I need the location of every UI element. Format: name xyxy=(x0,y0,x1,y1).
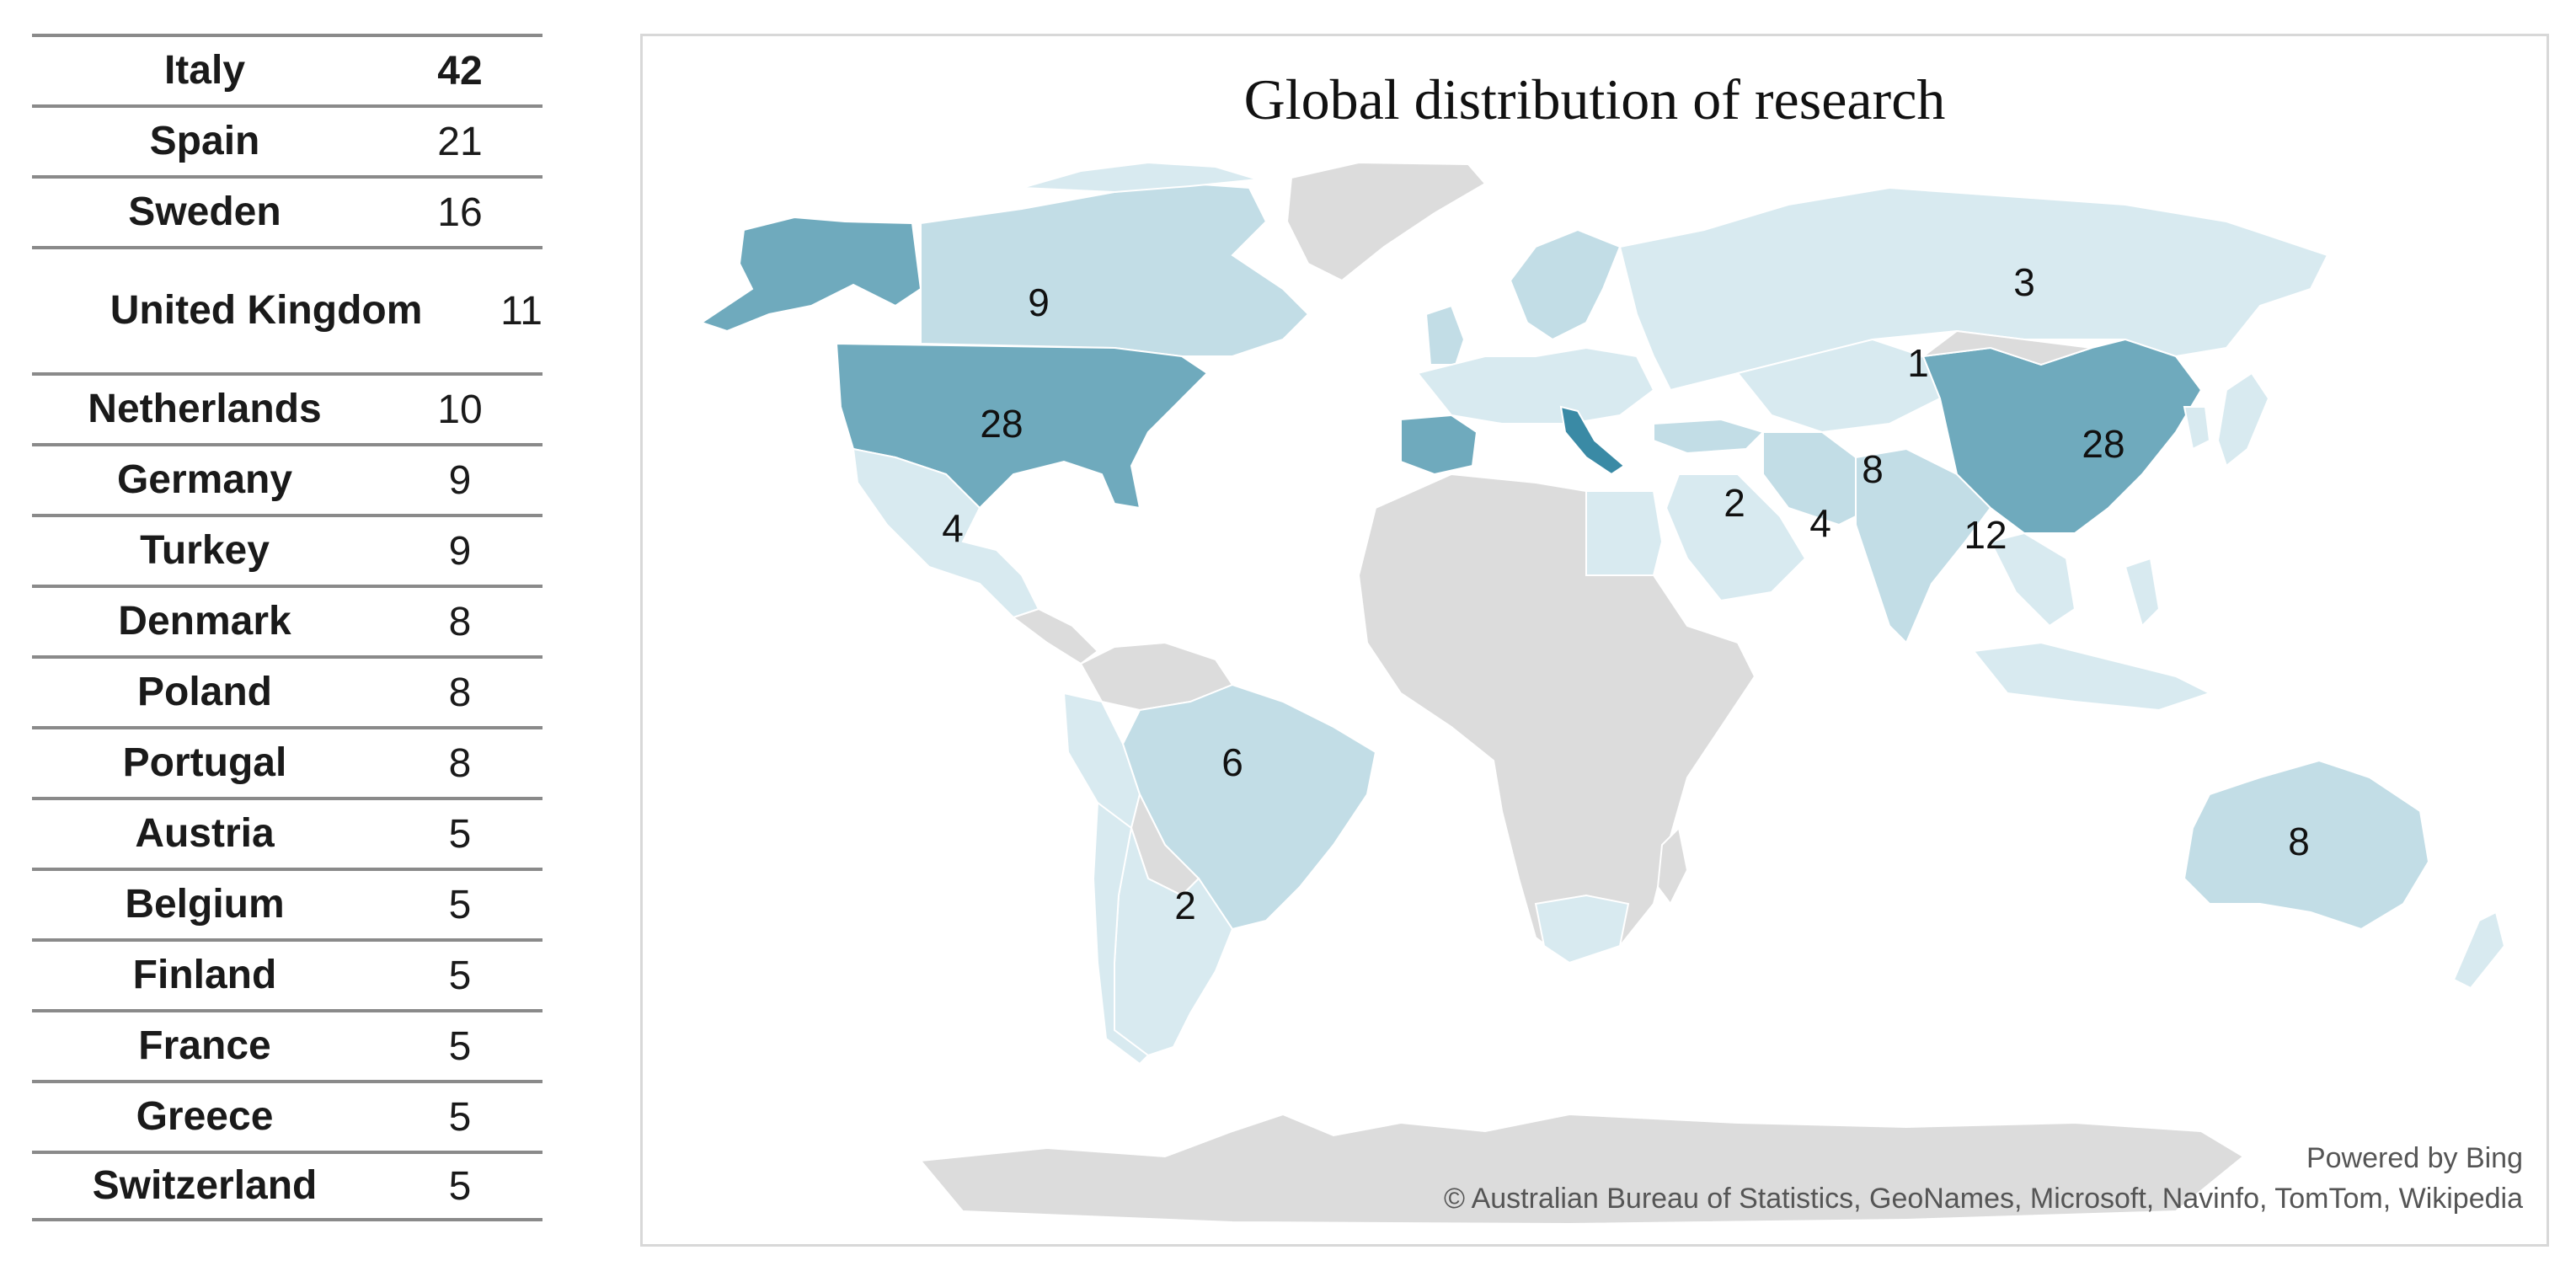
label-russia: 3 xyxy=(2013,260,2035,304)
country-count: 9 xyxy=(448,528,472,574)
country-count: 21 xyxy=(437,119,483,164)
country-name: Belgium xyxy=(125,882,285,927)
table-row: Finland 5 xyxy=(32,938,542,1009)
country-name: France xyxy=(138,1023,271,1069)
table-row: Portugal 8 xyxy=(32,726,542,797)
table-row: Italy 42 xyxy=(32,34,542,104)
region-italy xyxy=(1559,405,1626,476)
region-russia xyxy=(1618,186,2329,392)
table-row: France 5 xyxy=(32,1009,542,1080)
region-saudi-arabia xyxy=(1665,473,1807,602)
label-usa: 28 xyxy=(980,402,1023,446)
country-name: Austria xyxy=(135,811,275,857)
table-row: Austria 5 xyxy=(32,797,542,868)
country-name: Germany xyxy=(116,457,293,503)
map-title: Global distribution of research xyxy=(1243,67,1946,131)
country-count: 5 xyxy=(448,1023,472,1069)
table-row: Netherlands 10 xyxy=(32,372,542,443)
table-row: Poland 8 xyxy=(32,655,542,726)
country-name: Switzerland xyxy=(92,1163,318,1209)
label-saudi-arabia: 4 xyxy=(1809,501,1831,545)
country-name: Spain xyxy=(149,119,260,164)
region-philippines xyxy=(2124,557,2161,628)
label-canada: 9 xyxy=(1028,280,1050,324)
table-row: Turkey 9 xyxy=(32,514,542,585)
region-greenland xyxy=(1285,161,1487,282)
region-new-zealand xyxy=(2452,911,2506,990)
country-count: 5 xyxy=(448,953,472,998)
country-count: 16 xyxy=(437,190,483,235)
region-madagascar xyxy=(1656,825,1689,905)
table-row: Switzerland 5 xyxy=(32,1151,542,1221)
country-count: 9 xyxy=(448,457,472,503)
region-india xyxy=(1855,447,1992,644)
region-central-america xyxy=(1011,607,1099,665)
country-count: 10 xyxy=(437,387,483,432)
label-iran: 8 xyxy=(1862,447,1884,491)
region-iberia xyxy=(1400,414,1478,476)
region-egypt xyxy=(1585,490,1664,576)
powered-by-bing: Powered by Bing xyxy=(2306,1142,2523,1174)
label-egypt: 2 xyxy=(1724,481,1745,525)
region-uk xyxy=(1424,304,1466,366)
table-row: Sweden 16 xyxy=(32,175,542,246)
table-row: United Kingdom 11 xyxy=(32,246,542,372)
country-count: 8 xyxy=(448,670,472,715)
country-name: Turkey xyxy=(140,528,270,574)
table-row: Greece 5 xyxy=(32,1080,542,1151)
region-chile xyxy=(1092,801,1150,1066)
country-name: Greece xyxy=(136,1094,274,1140)
country-name: Finland xyxy=(132,953,277,998)
region-south-africa xyxy=(1534,894,1630,964)
label-kazakhstan: 1 xyxy=(1907,341,1929,385)
region-southeast-asia xyxy=(1989,531,2076,628)
region-canada xyxy=(920,182,1310,357)
country-count: 5 xyxy=(448,1163,472,1209)
country-count: 11 xyxy=(500,288,542,334)
region-mexico xyxy=(852,447,1040,619)
table-row: Spain 21 xyxy=(32,104,542,175)
label-china: 28 xyxy=(2082,422,2124,466)
label-argentina: 2 xyxy=(1174,884,1196,927)
label-mexico: 4 xyxy=(942,506,964,550)
region-scandinavia xyxy=(1509,228,1622,341)
country-name: Denmark xyxy=(118,599,291,644)
country-count: 42 xyxy=(437,48,483,93)
label-brazil: 6 xyxy=(1221,740,1243,784)
label-australia: 8 xyxy=(2288,820,2310,863)
region-indonesia xyxy=(1972,641,2212,712)
region-arctic-islands xyxy=(1021,161,1259,194)
country-name: Netherlands xyxy=(88,387,322,432)
region-korea xyxy=(2183,406,2211,451)
table-row: Denmark 8 xyxy=(32,585,542,655)
world-map: 9 3 1 28 28 8 4 2 4 12 6 2 8 xyxy=(699,161,2506,1226)
country-count: 5 xyxy=(448,1094,472,1140)
region-alaska xyxy=(699,216,922,333)
map-attribution: © Australian Bureau of Statistics, GeoNa… xyxy=(1443,1183,2523,1215)
region-mongolia xyxy=(1920,329,2092,366)
country-count-table: Italy 42 Spain 21 Sweden 16 United Kingdom 11 Ne… xyxy=(32,34,542,1221)
country-name: Portugal xyxy=(122,740,287,786)
map-panel: 9 3 1 28 28 8 4 2 4 12 6 2 8 Global dist… xyxy=(640,34,2549,1247)
region-turkey xyxy=(1653,418,1765,455)
table-row: Belgium 5 xyxy=(32,868,542,938)
table-row: Germany 9 xyxy=(32,443,542,514)
country-count: 5 xyxy=(448,882,472,927)
country-count: 8 xyxy=(448,740,472,786)
country-count: 8 xyxy=(448,599,472,644)
country-name: Italy xyxy=(163,48,246,93)
country-name: Poland xyxy=(136,670,272,715)
region-western-europe xyxy=(1416,346,1655,425)
country-name: United Kingdom xyxy=(110,288,423,334)
country-name: Sweden xyxy=(128,190,281,235)
label-india: 12 xyxy=(1964,513,2007,557)
region-australia xyxy=(2183,759,2430,931)
region-japan xyxy=(2216,371,2270,467)
region-antarctica xyxy=(919,1113,2245,1226)
country-count: 5 xyxy=(448,811,472,857)
